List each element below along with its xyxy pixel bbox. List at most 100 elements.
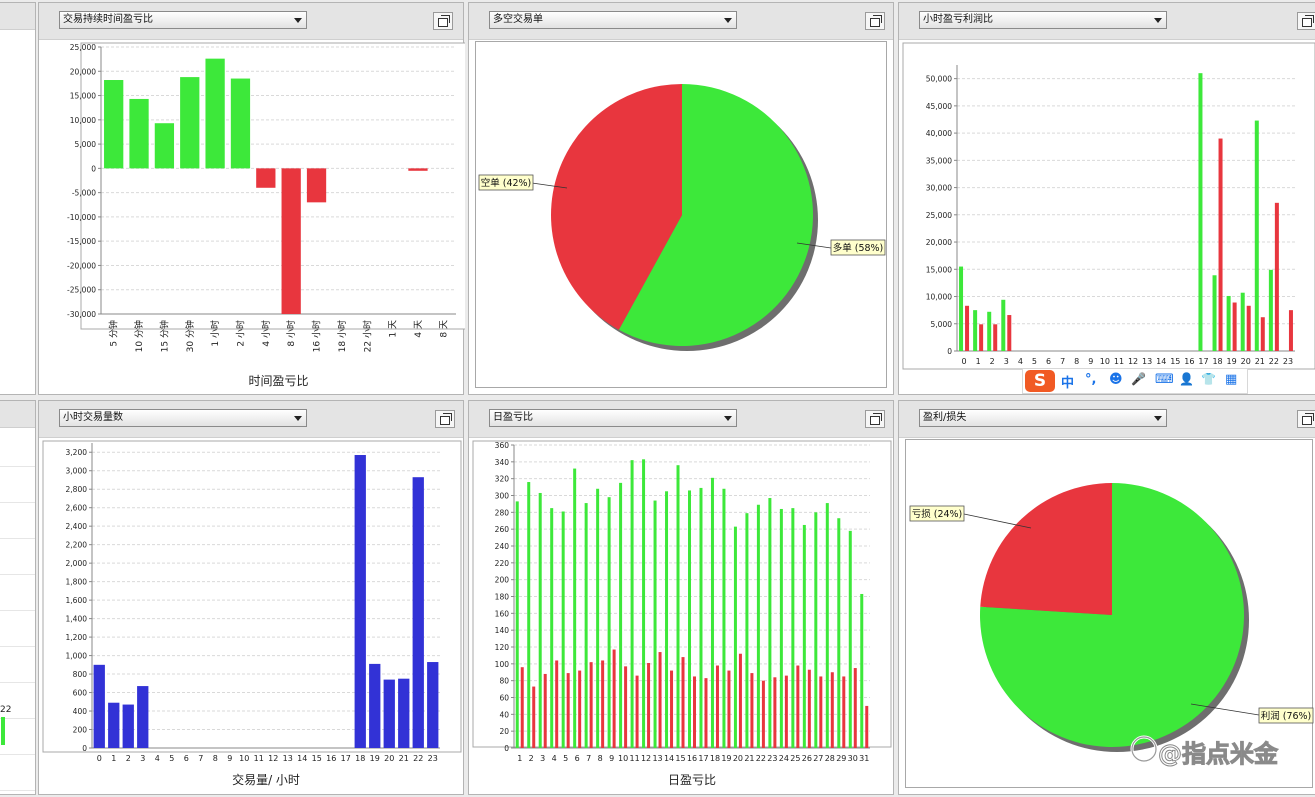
bar (532, 686, 536, 748)
x-tick-label: 27 (813, 754, 823, 763)
ime-skin-icon[interactable]: 👕 (1201, 372, 1216, 386)
y-tick-label: 1,000 (66, 652, 88, 661)
bar (369, 663, 381, 748)
bar (154, 123, 175, 169)
sogou-logo-icon[interactable]: S (1025, 370, 1055, 392)
bar (784, 675, 788, 748)
bar (825, 503, 829, 748)
ime-user-icon[interactable]: 👤 (1179, 372, 1194, 386)
y-tick-label: 1,200 (66, 633, 88, 642)
x-tick-label: 8 小时 (285, 320, 297, 347)
watermark: @指点米金 (1128, 732, 1308, 769)
bar (1218, 138, 1223, 351)
chart-type-select[interactable]: 小时交易量数 (59, 409, 307, 427)
y-tick-label: -20,000 (67, 261, 96, 270)
ime-keyboard-icon[interactable]: ⌨ (1155, 372, 1174, 387)
bar (306, 168, 327, 203)
x-axis-label: 交易量/ 小时 (232, 772, 300, 787)
bar (619, 482, 623, 748)
ime-emoji-icon[interactable]: ☻ (1109, 372, 1123, 387)
chart-frame (902, 42, 1315, 370)
x-tick-label: 20 (384, 754, 394, 763)
dropdown-arrow-icon (1154, 18, 1162, 23)
bar (665, 491, 669, 748)
bar (647, 662, 651, 748)
bar (256, 168, 276, 188)
chart-type-select[interactable]: 多空交易单 (489, 11, 737, 29)
pie-label: 利润 (76%) (1261, 710, 1312, 722)
x-tick-label: 13 (652, 754, 662, 763)
chart-type-select[interactable]: 盈利/损失 (919, 409, 1167, 427)
y-tick-label: 0 (82, 744, 87, 753)
chart-profitloss-area: 利润 (76%) 亏损 (24%) (909, 483, 1314, 752)
bar (704, 678, 708, 748)
pie-slice (551, 84, 682, 330)
x-tick-label: 12 (641, 754, 651, 763)
ime-toolbox-icon[interactable]: ▦ (1225, 372, 1238, 387)
x-tick-label: 2 (126, 754, 131, 763)
x-tick-label: 15 (675, 754, 685, 763)
x-tick-label: 15 分钟 (158, 320, 170, 352)
x-tick-label: 23 (428, 754, 438, 763)
maximize-button[interactable] (435, 410, 455, 428)
bar (979, 324, 984, 351)
x-tick-label: 1 (517, 754, 522, 763)
x-tick-label: 17 (698, 754, 708, 763)
ime-chinese-mode-button[interactable]: 中 (1061, 376, 1075, 391)
bar (738, 653, 742, 748)
bar (676, 465, 680, 748)
y-tick-label: 120 (495, 643, 510, 652)
y-tick-label: 3,000 (66, 467, 88, 476)
bar (745, 513, 749, 748)
pie-label-box (830, 239, 886, 256)
maximize-button[interactable] (865, 12, 885, 30)
bar (607, 497, 611, 748)
bar (699, 487, 703, 748)
bar (1240, 292, 1245, 351)
maximize-button[interactable] (1297, 410, 1315, 428)
bar (733, 526, 737, 748)
chart-daily: 0204060801001201401601802002202402602803… (472, 440, 892, 787)
x-tick-label: 11 (254, 754, 264, 763)
bar (527, 482, 531, 748)
x-tick-label: 24 (779, 754, 789, 763)
dropdown-arrow-icon (724, 416, 732, 421)
y-tick-label: 50,000 (926, 75, 952, 84)
x-tick-label: 30 (848, 754, 858, 763)
dropdown-arrow-icon (294, 416, 302, 421)
x-tick-label: 0 (961, 357, 966, 366)
x-tick-label: 10 (1100, 357, 1110, 366)
bar (819, 676, 823, 748)
chart-hourpnl: 0 5,000 10,000 15,000 20,000 25,000 30,000 35,0… (902, 42, 1315, 370)
ime-punctuation-button[interactable]: °, (1085, 372, 1097, 387)
y-tick-label: 200 (73, 726, 88, 735)
bar (768, 498, 772, 748)
dropdown-arrow-icon (294, 18, 302, 23)
x-tick-label: 16 小时 (311, 320, 323, 352)
y-tick-label: 25,000 (70, 43, 96, 52)
bar (1246, 305, 1251, 351)
maximize-button[interactable] (1297, 12, 1315, 30)
chart-type-select[interactable]: 交易持续时间盈亏比 (59, 11, 307, 29)
pie-label-leader (963, 513, 1032, 529)
maximize-button[interactable] (865, 410, 885, 428)
panel-profitloss: 盈利/损失 利润 (76%) 亏损 (24%) (898, 400, 1315, 795)
x-tick-label: 18 小时 (336, 320, 348, 352)
bar (693, 676, 696, 748)
ime-voice-icon[interactable]: 🎤 (1131, 372, 1146, 386)
panel-header: 小时盈亏利润比 (899, 3, 1315, 40)
bar (688, 490, 691, 748)
bar (959, 266, 964, 351)
chart-type-select[interactable]: 小时盈亏利润比 (919, 11, 1167, 29)
x-tick-label: 16 (326, 754, 336, 763)
x-tick-label: 31 (859, 754, 869, 763)
pie-label: 亏损 (24%) (912, 508, 963, 520)
x-tick-label: 22 (413, 754, 423, 763)
y-tick-label: 2,600 (66, 504, 88, 513)
maximize-button[interactable] (433, 12, 453, 30)
ime-toolbar: S 中 °, ☻ 🎤 ⌨ 👤 👕 ▦ (1022, 368, 1248, 394)
panel-header: 日盈亏比 (469, 401, 893, 438)
chart-type-select[interactable]: 日盈亏比 (489, 409, 737, 427)
panel-header (0, 3, 35, 30)
panel-daily: 日盈亏比 0 20 40 60 80 100 120 140 160 180 200 220 240 26… (468, 400, 894, 795)
